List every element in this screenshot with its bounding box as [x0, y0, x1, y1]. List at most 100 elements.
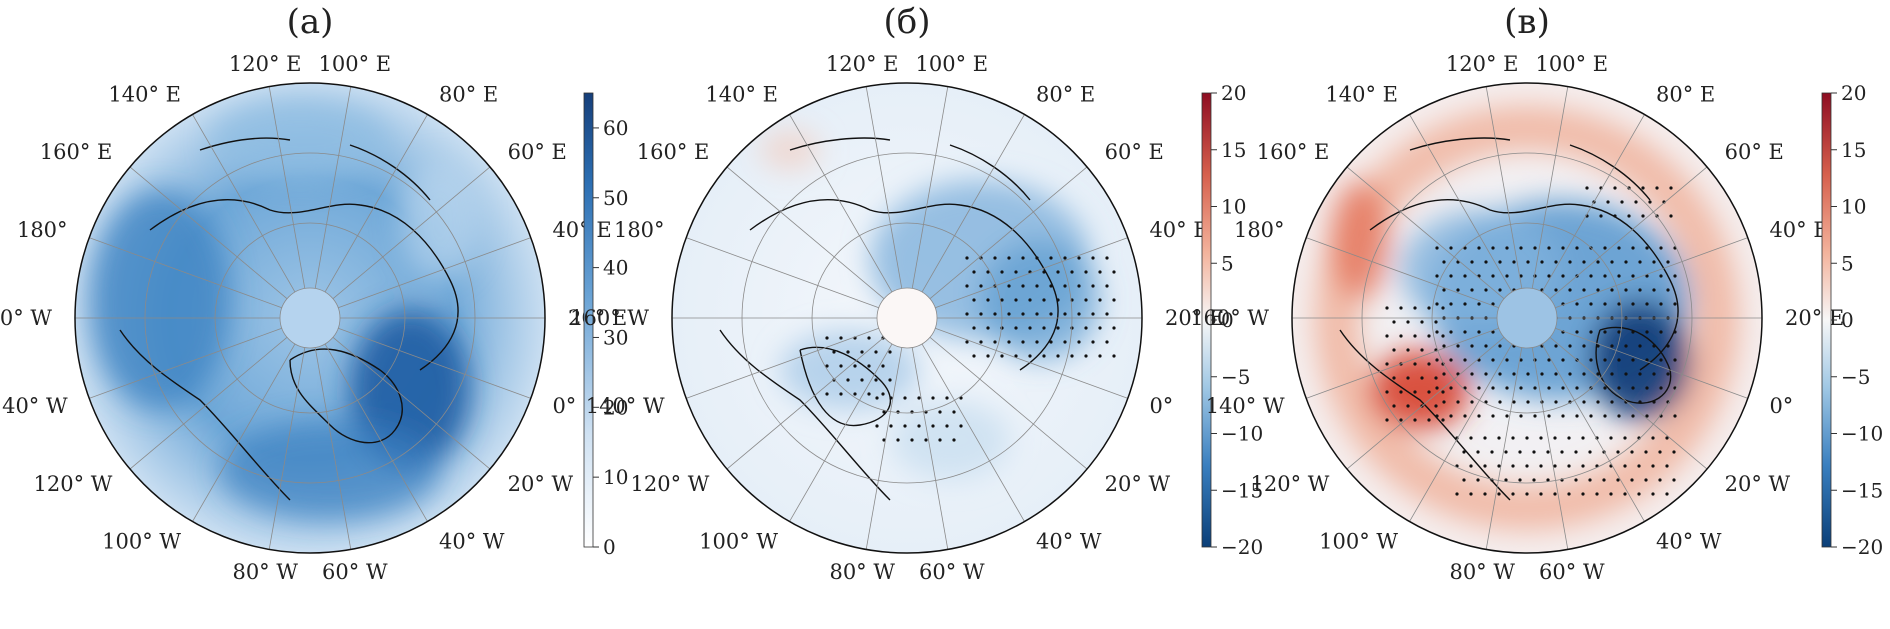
- stipple-dot: [1540, 372, 1544, 376]
- stipple-dot: [1617, 386, 1621, 390]
- colorbar-tick-label: 0: [1221, 308, 1234, 332]
- stipple-dot: [1672, 450, 1676, 454]
- stipple-dot: [972, 326, 976, 330]
- lon-label: 0°: [552, 394, 576, 418]
- stipple-dot: [1596, 344, 1600, 348]
- stipple-dot: [959, 396, 963, 400]
- stipple-dot: [1505, 246, 1509, 250]
- stipple-dot: [1483, 436, 1487, 440]
- stipple-dot: [1035, 312, 1039, 316]
- stipple-dot: [1652, 372, 1656, 376]
- stipple-dot: [1617, 414, 1621, 418]
- lon-label: 20° E: [1165, 306, 1224, 330]
- lon-label: 120° E: [229, 52, 302, 76]
- stipple-dot: [1526, 372, 1530, 376]
- stipple-dot: [1554, 400, 1558, 404]
- stipple-dot: [1091, 256, 1095, 260]
- colorbar-tick-label: 40: [603, 256, 628, 280]
- stipple-dot: [1553, 436, 1557, 440]
- stipple-dot: [1042, 298, 1046, 302]
- stipple-dot: [1588, 478, 1592, 482]
- stipple-dot: [867, 364, 871, 368]
- stipple-dot: [1392, 376, 1396, 380]
- stipple-dot: [1624, 400, 1628, 404]
- stipple-dot: [1533, 414, 1537, 418]
- stipple-dot: [993, 340, 997, 344]
- stipple-dot: [1526, 260, 1530, 264]
- lon-label: 160° E: [40, 140, 113, 164]
- stipple-dot: [1533, 386, 1537, 390]
- stipple-dot: [1638, 372, 1642, 376]
- stipple-dot: [1049, 256, 1053, 260]
- stipple-dot: [986, 298, 990, 302]
- stipple-dot: [1610, 260, 1614, 264]
- lon-label: 80° E: [1656, 83, 1715, 107]
- coastlines-a: [119, 137, 459, 501]
- stipple-dot: [1624, 344, 1628, 348]
- stipple-dot: [1470, 344, 1474, 348]
- stipple-dot: [1442, 260, 1446, 264]
- stipple-dot: [1056, 354, 1060, 358]
- stipple-dot: [1568, 344, 1572, 348]
- stipple-dot: [1112, 298, 1116, 302]
- stipple-dot: [1673, 274, 1677, 278]
- stipple-dot: [1645, 330, 1649, 334]
- coastlines-b: [719, 137, 1059, 501]
- stipple-dot: [1098, 326, 1102, 330]
- lon-label: 100° W: [102, 529, 181, 553]
- stipple-dot: [1063, 340, 1067, 344]
- lon-label: 180°: [1234, 218, 1285, 242]
- lon-label: 20° W: [1725, 472, 1791, 496]
- stipple-dot: [1623, 464, 1627, 468]
- stipple-dot: [1606, 200, 1610, 204]
- stipple-dot: [1098, 298, 1102, 302]
- lon-label: 100° W: [1319, 529, 1398, 553]
- stipple-dot: [1491, 414, 1495, 418]
- stipple-dot: [1091, 284, 1095, 288]
- stipple-dot: [1420, 376, 1424, 380]
- stipple-dot: [881, 364, 885, 368]
- stipple-dot: [1596, 372, 1600, 376]
- stipple-dot: [1084, 270, 1088, 274]
- stipple-dot: [1603, 330, 1607, 334]
- stipple-dot: [1063, 312, 1067, 316]
- stipple-dot: [1554, 260, 1558, 264]
- stipple-dot: [1491, 358, 1495, 362]
- stipple-dot: [1645, 386, 1649, 390]
- stipple-dot: [1554, 372, 1558, 376]
- stipple-dot: [1589, 274, 1593, 278]
- stipple-dot: [1399, 306, 1403, 310]
- stipple-dot: [875, 396, 879, 400]
- stipple-dot: [839, 336, 843, 340]
- stipple-dot: [1554, 344, 1558, 348]
- stipple-dot: [1666, 260, 1670, 264]
- meridian-line: [726, 336, 885, 470]
- stipple-dot: [896, 438, 900, 442]
- stipple-dot: [1665, 492, 1669, 496]
- stipple-dot: [1582, 260, 1586, 264]
- lon-label: 80° W: [1449, 560, 1515, 584]
- meridian-line: [1541, 343, 1645, 522]
- stipple-dot: [1589, 358, 1593, 362]
- stipple-dot: [1627, 214, 1631, 218]
- stipple-dot: [1540, 260, 1544, 264]
- stipple-dot: [1112, 354, 1116, 358]
- stipple-dot: [1599, 214, 1603, 218]
- colorbar-tick-label: 0: [1841, 308, 1854, 332]
- stipple-dot: [1042, 354, 1046, 358]
- stipple-dot: [1442, 344, 1446, 348]
- meridian-line: [1549, 336, 1708, 470]
- stipple-dot: [1652, 260, 1656, 264]
- stipple-dot: [1470, 400, 1474, 404]
- stipple-dot: [986, 270, 990, 274]
- stipple-dot: [1669, 214, 1673, 218]
- stipple-dot: [1442, 288, 1446, 292]
- stipple-dot: [938, 438, 942, 442]
- stipple-dot: [1645, 414, 1649, 418]
- coastlines-c: [1339, 137, 1679, 501]
- stipple-dot: [1413, 418, 1417, 422]
- stipple-dot: [1484, 400, 1488, 404]
- stipple-dot: [1505, 386, 1509, 390]
- stipple-dot: [1435, 414, 1439, 418]
